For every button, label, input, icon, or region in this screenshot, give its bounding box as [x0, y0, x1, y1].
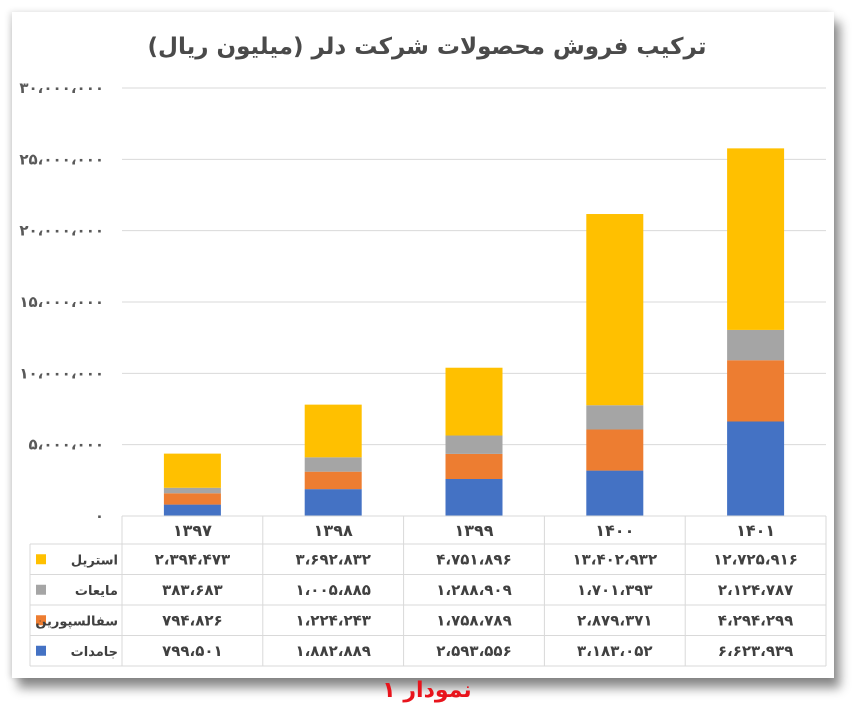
- data-label: ۱،۲۲۴،۲۴۳: [295, 611, 370, 629]
- data-label: ۱،۷۵۸،۷۸۹: [436, 611, 511, 629]
- data-label: ۱،۲۸۸،۹۰۹: [436, 581, 511, 599]
- y-tick-label: ۵،۰۰۰،۰۰۰: [29, 436, 104, 454]
- y-tick-label: ۰: [95, 507, 104, 525]
- legend-key: [36, 554, 46, 565]
- data-label: ۴،۷۵۱،۸۹۶: [436, 550, 511, 568]
- x-tick-label: ۱۳۹۷: [173, 521, 212, 540]
- bar-segment: [163, 487, 221, 494]
- data-label: ۳۸۳،۶۸۳: [162, 581, 223, 599]
- data-label: ۱۲،۷۲۵،۹۱۶: [713, 550, 798, 568]
- legend-key: [36, 615, 46, 626]
- bar-segment: [586, 214, 644, 406]
- legend-key: [36, 645, 46, 656]
- bar-segment: [304, 471, 362, 490]
- data-label: ۱،۰۰۵،۸۸۵: [295, 581, 370, 599]
- legend-label: مایعات: [75, 584, 118, 599]
- bar-segment: [586, 405, 644, 430]
- bar-segment: [727, 329, 785, 361]
- bar-segment: [727, 148, 785, 330]
- data-label: ۱،۷۰۱،۳۹۳: [577, 581, 652, 599]
- bar-segment: [445, 478, 503, 516]
- data-label: ۱۳،۴۰۲،۹۳۲: [572, 550, 657, 568]
- x-tick-label: ۱۳۹۸: [314, 521, 353, 540]
- bar-segment: [586, 429, 644, 471]
- bar-segment: [445, 435, 503, 454]
- y-tick-label: ۲۵،۰۰۰،۰۰۰: [19, 150, 104, 168]
- y-tick-label: ۱۵،۰۰۰،۰۰۰: [19, 293, 104, 311]
- bar-segment: [727, 360, 785, 422]
- data-label: ۳،۶۹۲،۸۳۲: [295, 550, 370, 568]
- x-tick-label: ۱۴۰۱: [736, 521, 775, 540]
- y-tick-label: ۱۰،۰۰۰،۰۰۰: [19, 364, 104, 382]
- data-label: ۴،۲۹۴،۲۹۹: [718, 611, 793, 629]
- data-label: ۷۹۴،۸۲۶: [162, 611, 223, 629]
- legend-label: استریل: [71, 553, 118, 568]
- x-tick-label: ۱۳۹۹: [454, 521, 493, 540]
- data-label: ۳،۱۸۳،۰۵۲: [577, 642, 652, 660]
- legend-key: [36, 584, 46, 595]
- data-label: ۱،۸۸۲،۸۸۹: [295, 642, 370, 660]
- bar-segment: [727, 421, 785, 516]
- bar-segment: [163, 504, 221, 516]
- legend-label: جامدات: [71, 645, 118, 660]
- bar-segment: [163, 493, 221, 505]
- data-label: ۲،۵۹۳،۵۵۶: [436, 642, 511, 660]
- bar-segment: [304, 404, 362, 458]
- bar-segment: [586, 470, 644, 516]
- bar-segment: [445, 367, 503, 436]
- bar-segment: [304, 489, 362, 516]
- chart-card: [12, 12, 834, 678]
- bar-segment: [304, 457, 362, 472]
- data-label: ۲،۳۹۴،۴۷۳: [155, 550, 230, 568]
- data-label: ۷۹۹،۵۰۱: [162, 642, 223, 660]
- data-label: ۶،۶۲۳،۹۳۹: [718, 642, 793, 660]
- chart-caption: نمودار ۱: [382, 678, 472, 703]
- bar-segment: [163, 453, 221, 488]
- legend-label: سفالسپورین: [35, 614, 118, 629]
- data-label: ۲،۸۷۹،۳۷۱: [577, 611, 652, 629]
- bar-segment: [445, 453, 503, 479]
- chart-title: ترکیب فروش محصولات شرکت دلر (میلیون ریال…: [148, 34, 707, 60]
- y-tick-label: ۲۰،۰۰۰،۰۰۰: [19, 222, 104, 240]
- y-tick-label: ۳۰،۰۰۰،۰۰۰: [19, 79, 104, 97]
- x-tick-label: ۱۴۰۰: [595, 521, 634, 540]
- data-label: ۲،۱۲۴،۷۸۷: [718, 581, 793, 599]
